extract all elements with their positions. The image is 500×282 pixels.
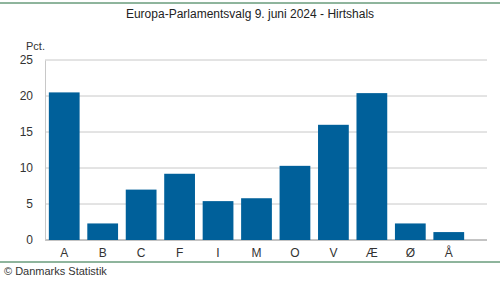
- y-tick-label: 25: [20, 53, 34, 67]
- bar: [241, 198, 272, 240]
- bar: [49, 92, 80, 240]
- x-tick: O: [290, 240, 299, 260]
- x-tick-label: M: [252, 246, 262, 260]
- grid-line: [45, 60, 487, 61]
- x-tick-label: Æ: [366, 246, 378, 260]
- bar: [395, 223, 426, 240]
- bar: [356, 93, 387, 240]
- y-tick-label: 0: [26, 233, 33, 247]
- y-tick: 0: [26, 233, 45, 247]
- x-tick-label: I: [216, 246, 219, 260]
- grid-line: [45, 132, 487, 133]
- x-tick: F: [176, 240, 183, 260]
- x-tick: C: [137, 240, 146, 260]
- x-tick: Æ: [366, 240, 378, 260]
- bar: [126, 190, 157, 240]
- bar: [203, 201, 234, 240]
- x-tick: I: [216, 240, 219, 260]
- chart: 0 5 10 15 20 25 A B C F I M O V Æ Ø Å Europa-Parlamentsva…: [0, 0, 500, 282]
- frame-line: [0, 3, 500, 4]
- y-axis-line: [45, 61, 46, 241]
- source: © Danmarks Statistik: [4, 265, 107, 277]
- x-tick: A: [60, 240, 68, 260]
- x-tick: Ø: [406, 240, 415, 260]
- y-tick-label: 10: [20, 161, 34, 175]
- x-tick-label: V: [329, 246, 337, 260]
- y-tick: 20: [20, 89, 45, 103]
- y-tick-label: 15: [20, 125, 34, 139]
- title: Europa-Parlamentsvalg 9. juni 2024 - Hir…: [126, 7, 374, 21]
- x-tick: Å: [445, 240, 453, 260]
- x-tick-label: B: [99, 246, 107, 260]
- x-tick-label: A: [60, 246, 68, 260]
- bar: [433, 232, 464, 240]
- bar: [164, 174, 195, 240]
- y-tick-label: 5: [26, 197, 33, 211]
- bars: [49, 92, 464, 240]
- y-tick: 25: [20, 53, 45, 67]
- y-tick: 15: [20, 125, 45, 139]
- x-axis: ABCFIMOVÆØÅ: [60, 240, 453, 260]
- y-tick: 10: [20, 161, 45, 175]
- y-tick-label: 20: [20, 89, 34, 103]
- x-tick: B: [99, 240, 107, 260]
- y-tick: 5: [26, 197, 45, 211]
- frame-line: [0, 262, 500, 263]
- x-tick-label: C: [137, 246, 146, 260]
- x-tick-label: Å: [445, 245, 453, 260]
- grid-line: [45, 168, 487, 169]
- x-tick-label: O: [290, 246, 299, 260]
- bar: [318, 125, 349, 240]
- bar: [87, 223, 118, 240]
- grid-line: [45, 96, 487, 97]
- x-tick: V: [329, 240, 337, 260]
- grid: [45, 60, 487, 240]
- x-tick-label: Ø: [406, 246, 415, 260]
- x-tick-label: F: [176, 246, 183, 260]
- y-label: Pct.: [26, 40, 45, 52]
- y-axis: 0 5 10 15 20 25: [20, 53, 46, 247]
- bar: [280, 166, 311, 240]
- x-tick: M: [252, 240, 262, 260]
